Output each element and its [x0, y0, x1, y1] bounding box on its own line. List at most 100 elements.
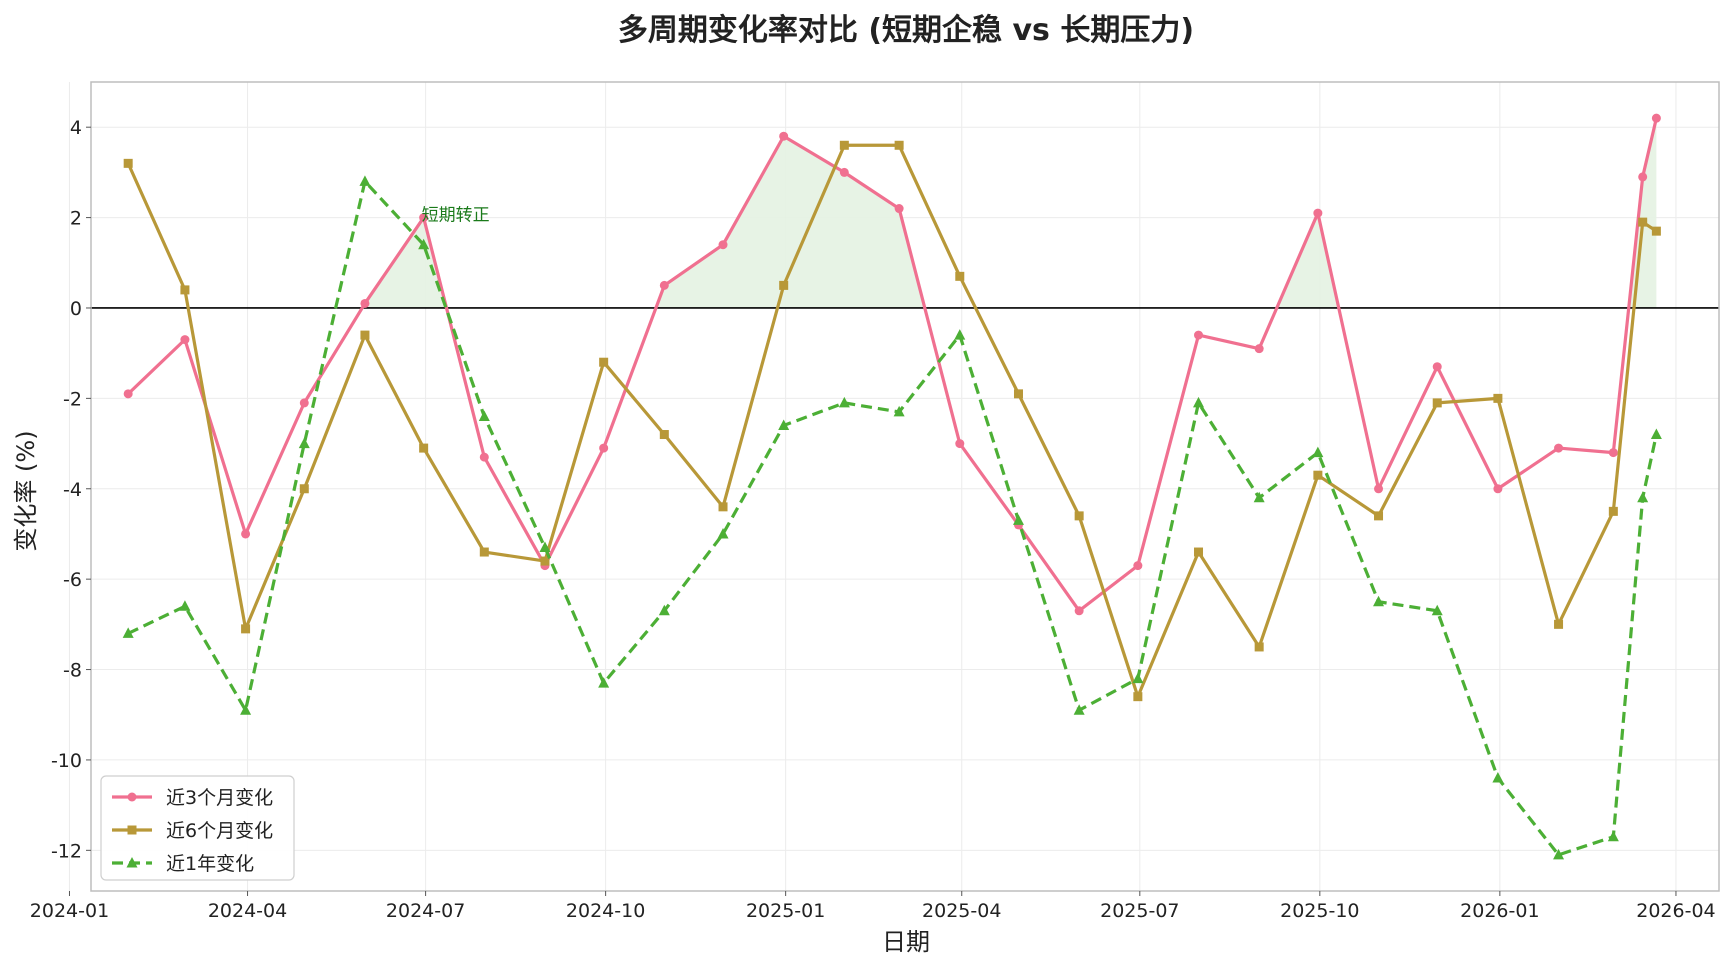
data-point — [659, 280, 669, 290]
data-point — [479, 547, 489, 557]
data-point — [1194, 547, 1204, 557]
data-point — [955, 271, 965, 281]
data-point — [418, 238, 430, 250]
data-point — [1492, 772, 1504, 783]
x-tick-label: 2025-07 — [1100, 900, 1179, 922]
data-point — [894, 204, 904, 214]
data-point — [540, 556, 550, 566]
data-point — [240, 704, 252, 715]
legend-marker — [127, 825, 137, 835]
data-point — [180, 335, 190, 345]
positive-fill-segment — [362, 217, 447, 308]
positive-fill-area — [362, 118, 1657, 308]
data-point — [1651, 226, 1661, 236]
data-point — [1493, 484, 1503, 494]
x-axis-ticks: 2024-01 2024-04 2024-07 2024-10 2025-01 2025-… — [30, 891, 1716, 922]
legend-entry: 近1年变化 — [166, 853, 254, 875]
data-point — [1074, 511, 1084, 521]
x-tick-label: 2024-10 — [566, 900, 645, 922]
data-point — [779, 131, 789, 141]
data-point — [1651, 113, 1661, 123]
data-point — [299, 484, 309, 494]
data-point — [1254, 344, 1264, 354]
data-point — [599, 357, 609, 367]
data-point — [894, 140, 904, 150]
data-point — [955, 439, 965, 449]
data-point — [1374, 484, 1384, 494]
x-tick-label: 2025-10 — [1280, 900, 1359, 922]
data-point — [1254, 642, 1264, 652]
data-point — [658, 604, 670, 616]
data-point — [1133, 692, 1143, 702]
x-tick-label: 2024-04 — [208, 900, 287, 922]
y-tick-label: -8 — [63, 660, 82, 682]
positive-fill-segment — [1628, 118, 1657, 308]
data-point — [1607, 830, 1619, 842]
data-point — [1132, 672, 1144, 684]
y-tick-label: -12 — [51, 840, 82, 862]
data-point — [1431, 604, 1443, 616]
data-point — [179, 600, 191, 611]
series-line — [127, 179, 1658, 857]
data-point — [1374, 511, 1384, 521]
data-point — [241, 529, 251, 539]
data-point — [1313, 208, 1323, 218]
data-point — [1553, 848, 1565, 860]
chart-title: 多周期变化率对比 (短期企稳 vs 长期压力) — [618, 13, 1194, 48]
data-point — [123, 389, 133, 399]
data-point — [598, 677, 610, 688]
legend-marker — [127, 792, 137, 802]
plot-frame — [90, 81, 1720, 892]
data-point — [838, 396, 850, 408]
data-point — [1650, 428, 1662, 440]
series-line — [127, 117, 1658, 613]
series-2 — [123, 140, 1661, 702]
data-point — [954, 329, 966, 340]
y-tick-label: -6 — [63, 569, 82, 591]
data-point — [718, 240, 728, 250]
data-point — [1432, 398, 1442, 408]
legend-entry: 近3个月变化 — [166, 787, 273, 809]
data-point — [779, 280, 789, 290]
data-point — [1432, 362, 1442, 372]
data-point — [1312, 446, 1324, 458]
x-tick-label: 2024-01 — [30, 900, 109, 922]
x-tick-label: 2026-04 — [1636, 900, 1715, 922]
data-point — [419, 213, 429, 223]
legend-box — [100, 775, 295, 881]
y-tick-label: -4 — [63, 479, 82, 501]
data-point — [599, 443, 609, 453]
positive-fill-segment — [655, 136, 925, 308]
data-point — [1012, 514, 1024, 525]
data-point — [1493, 393, 1503, 403]
legend-entry: 近6个月变化 — [166, 820, 273, 842]
data-point — [1313, 470, 1323, 480]
data-point — [1638, 172, 1648, 182]
data-point — [360, 298, 370, 308]
annotation-label: 短期转正 — [422, 206, 490, 226]
x-axis-label: 日期 — [882, 928, 930, 956]
x-tick-label: 2024-07 — [386, 900, 465, 922]
data-point — [241, 624, 251, 634]
positive-fill-segment — [1276, 213, 1339, 308]
data-point — [718, 502, 728, 512]
data-point — [539, 541, 551, 553]
data-point — [122, 627, 134, 638]
y-axis-ticks: 4 2 0 -2 -4 -6 -8 -10 -12 — [51, 117, 91, 862]
data-point — [717, 527, 729, 539]
data-point — [359, 175, 371, 186]
data-point — [1193, 396, 1205, 408]
data-point — [299, 398, 309, 408]
data-point — [839, 167, 849, 177]
data-point — [180, 285, 190, 295]
data-point — [360, 330, 370, 340]
legend-marker — [126, 857, 138, 868]
data-point — [1073, 704, 1085, 715]
data-point — [778, 419, 790, 430]
data-point — [1133, 561, 1143, 571]
data-point — [298, 437, 310, 449]
x-tick-label: 2025-01 — [746, 900, 825, 922]
data-point — [1554, 443, 1564, 453]
y-tick-label: 4 — [70, 117, 82, 139]
